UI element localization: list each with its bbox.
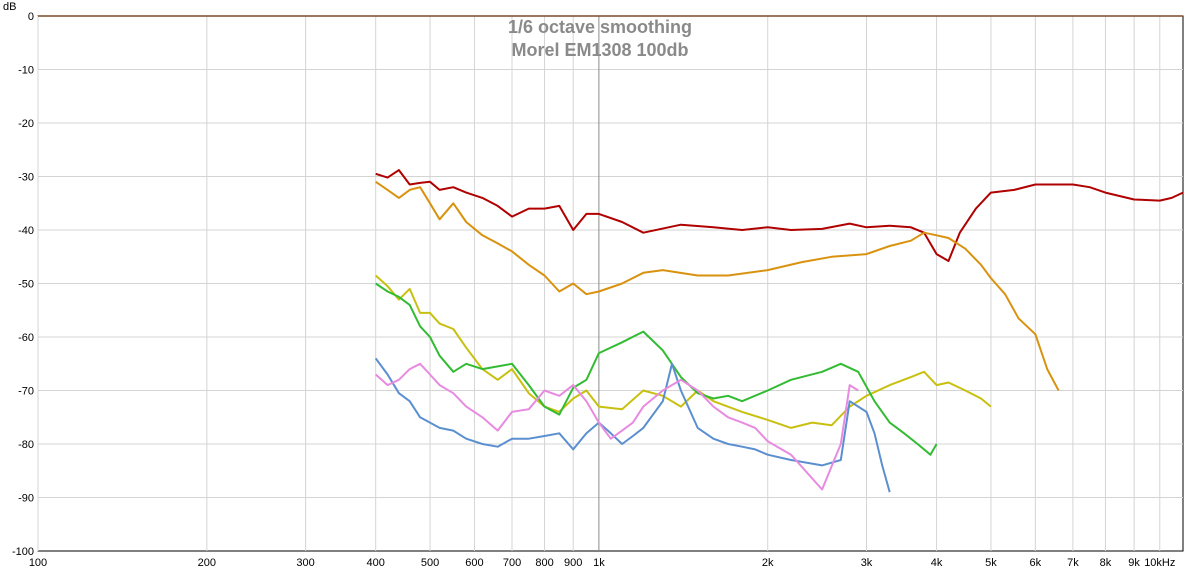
- x-tick-label: 400: [367, 557, 385, 569]
- x-tick-label: 5k: [985, 557, 997, 569]
- y-tick-label: -50: [18, 279, 34, 291]
- x-tick-label: 3k: [861, 557, 873, 569]
- series-line-4: [375, 282, 938, 456]
- series-line-2: [375, 180, 1060, 391]
- series-line-5: [374, 357, 891, 493]
- x-tick-label: 600: [465, 557, 483, 569]
- series-layer: [374, 169, 1184, 493]
- x-tick-label: 300: [296, 557, 314, 569]
- y-tick-label: -100: [12, 546, 34, 558]
- series-line-3: [375, 274, 992, 429]
- series-line-1: [375, 169, 1184, 262]
- y-tick-label: -20: [18, 118, 34, 130]
- y-tick-label: -60: [18, 332, 34, 344]
- gridlines: [37, 16, 1183, 551]
- y-tick-label: -40: [18, 225, 34, 237]
- x-tick-label: 800: [535, 557, 553, 569]
- x-tick-label: 200: [198, 557, 216, 569]
- x-tick-label: 700: [503, 557, 521, 569]
- x-tick-label: 500: [421, 557, 439, 569]
- x-tick-label: 6k: [1030, 557, 1042, 569]
- x-tick-label: 9k: [1128, 557, 1140, 569]
- y-tick-label: -90: [18, 493, 34, 505]
- y-tick-label: -80: [18, 439, 34, 451]
- x-tick-label: 8k: [1100, 557, 1112, 569]
- x-tick-label: 100: [29, 557, 47, 569]
- x-tick-label: 4k: [931, 557, 943, 569]
- y-tick-label: 0: [28, 11, 34, 23]
- x-tick-label: 10kHz: [1144, 557, 1175, 569]
- x-tick-label: 2k: [762, 557, 774, 569]
- chart-title: 1/6 octave smoothing: [508, 17, 692, 37]
- x-tick-label: 900: [564, 557, 582, 569]
- y-tick-label: -30: [18, 172, 34, 184]
- series-line-6: [375, 362, 859, 491]
- chart-subtitle: Morel EM1308 100db: [511, 40, 688, 60]
- x-tick-label: 7k: [1067, 557, 1079, 569]
- y-tick-label: -10: [18, 65, 34, 77]
- y-axis-label: dB: [3, 1, 16, 13]
- y-tick-label: -70: [18, 386, 34, 398]
- x-tick-label: 1k: [593, 557, 605, 569]
